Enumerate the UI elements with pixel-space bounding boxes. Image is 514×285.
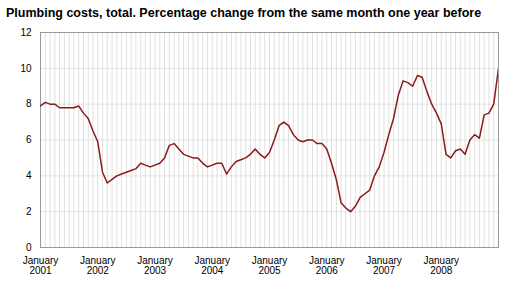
svg-text:January2006: January2006 bbox=[309, 255, 345, 276]
svg-text:January2008: January2008 bbox=[423, 255, 459, 276]
svg-text:January2002: January2002 bbox=[80, 255, 116, 276]
svg-text:January2003: January2003 bbox=[137, 255, 173, 276]
svg-text:January2005: January2005 bbox=[252, 255, 288, 276]
svg-text:12: 12 bbox=[20, 27, 32, 38]
svg-text:6: 6 bbox=[26, 134, 32, 145]
svg-text:January2007: January2007 bbox=[366, 255, 402, 276]
svg-text:January2001: January2001 bbox=[23, 255, 59, 276]
svg-text:0: 0 bbox=[26, 242, 32, 253]
svg-text:January2004: January2004 bbox=[194, 255, 230, 276]
html-text:Plumbing costs, total. Percent: Plumbing costs, total. Percentage change… bbox=[6, 6, 482, 20]
svg-text:2: 2 bbox=[26, 206, 32, 217]
svg-text:4: 4 bbox=[26, 170, 32, 181]
svg-text:10: 10 bbox=[20, 63, 32, 74]
svg-text:8: 8 bbox=[26, 98, 32, 109]
